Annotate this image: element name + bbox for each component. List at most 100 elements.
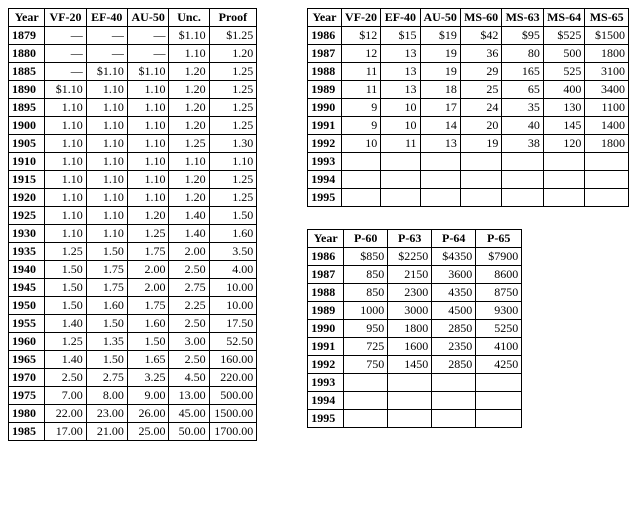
value-cell: 1.10 xyxy=(127,189,169,207)
value-cell xyxy=(341,189,381,207)
value-cell: 160.00 xyxy=(209,351,257,369)
col-vf20: VF-20 xyxy=(341,9,381,27)
col-ms63: MS-63 xyxy=(502,9,544,27)
value-cell: 1.20 xyxy=(169,117,209,135)
year-cell: 1910 xyxy=(9,153,45,171)
value-cell: 1.25 xyxy=(209,171,257,189)
value-cell: 13 xyxy=(381,63,420,81)
value-cell xyxy=(432,410,476,428)
value-cell: $12 xyxy=(341,27,381,45)
value-cell: 10 xyxy=(381,99,420,117)
value-cell xyxy=(502,189,544,207)
value-cell: — xyxy=(86,27,127,45)
value-cell xyxy=(432,392,476,410)
value-cell xyxy=(460,171,502,189)
year-cell: 1950 xyxy=(9,297,45,315)
table-spacer xyxy=(307,207,629,229)
value-cell: 2300 xyxy=(388,284,432,302)
table-row: 19919101420401451400 xyxy=(308,117,629,135)
value-cell xyxy=(585,153,629,171)
year-cell: 1885 xyxy=(9,63,45,81)
col-year: Year xyxy=(9,9,45,27)
value-cell: 1.10 xyxy=(86,207,127,225)
value-cell: 1.25 xyxy=(169,135,209,153)
value-cell: 525 xyxy=(543,63,585,81)
value-cell: $7900 xyxy=(476,248,522,266)
value-cell: 1.10 xyxy=(45,225,86,243)
right-column: Year VF-20 EF-40 AU-50 MS-60 MS-63 MS-64… xyxy=(307,8,629,428)
value-cell: 1.40 xyxy=(169,207,209,225)
value-cell: 13 xyxy=(420,135,460,153)
table-row: 1890$1.101.101.101.201.25 xyxy=(9,81,257,99)
table-row: 19051.101.101.101.251.30 xyxy=(9,135,257,153)
value-cell: 1.25 xyxy=(209,81,257,99)
year-cell: 1935 xyxy=(9,243,45,261)
table-row: 1995 xyxy=(308,410,522,428)
value-cell: 1.75 xyxy=(127,297,169,315)
value-cell: 2.25 xyxy=(169,297,209,315)
value-cell xyxy=(381,189,420,207)
value-cell: 1.50 xyxy=(86,243,127,261)
value-cell: 8750 xyxy=(476,284,522,302)
year-cell: 1879 xyxy=(9,27,45,45)
year-cell: 1975 xyxy=(9,387,45,405)
value-cell: 1.50 xyxy=(86,315,127,333)
year-cell: 1987 xyxy=(308,45,342,63)
value-cell: — xyxy=(45,27,86,45)
value-cell: 1.40 xyxy=(45,351,86,369)
value-cell xyxy=(476,392,522,410)
value-cell: 220.00 xyxy=(209,369,257,387)
table-row: 1991725160023504100 xyxy=(308,338,522,356)
value-cell: 400 xyxy=(543,81,585,99)
value-cell: 1.20 xyxy=(209,45,257,63)
value-cell: 50.00 xyxy=(169,423,209,441)
value-cell: 1.10 xyxy=(127,117,169,135)
value-cell: 2.75 xyxy=(86,369,127,387)
table-row: 19501.501.601.752.2510.00 xyxy=(9,297,257,315)
value-cell: 1.60 xyxy=(86,297,127,315)
value-cell: 1.10 xyxy=(86,81,127,99)
value-cell xyxy=(585,189,629,207)
value-cell xyxy=(381,171,420,189)
col-p60: P-60 xyxy=(344,230,388,248)
value-cell: 17.00 xyxy=(45,423,86,441)
value-cell: 500.00 xyxy=(209,387,257,405)
value-cell: 5250 xyxy=(476,320,522,338)
value-cell: 1.10 xyxy=(45,99,86,117)
value-cell: — xyxy=(45,63,86,81)
value-cell xyxy=(344,374,388,392)
value-cell: 2.00 xyxy=(127,261,169,279)
value-cell: 38 xyxy=(502,135,544,153)
value-cell: 1.75 xyxy=(86,279,127,297)
value-cell: 2150 xyxy=(388,266,432,284)
value-cell: 1400 xyxy=(585,117,629,135)
top-right-price-table: Year VF-20 EF-40 AU-50 MS-60 MS-63 MS-64… xyxy=(307,8,629,207)
value-cell: 3600 xyxy=(432,266,476,284)
value-cell: 1.10 xyxy=(127,135,169,153)
value-cell: 2.50 xyxy=(169,351,209,369)
page: Year VF-20 EF-40 AU-50 Unc. Proof 1879——… xyxy=(8,8,629,441)
col-ms65: MS-65 xyxy=(585,9,629,27)
value-cell: 3000 xyxy=(388,302,432,320)
year-cell: 1945 xyxy=(9,279,45,297)
value-cell: 8.00 xyxy=(86,387,127,405)
value-cell: 23.00 xyxy=(86,405,127,423)
value-cell: 18 xyxy=(420,81,460,99)
value-cell: 1.50 xyxy=(127,333,169,351)
year-cell: 1991 xyxy=(308,338,344,356)
value-cell: 1.20 xyxy=(169,81,209,99)
value-cell: 11 xyxy=(381,135,420,153)
table-row: 1986$12$15$19$42$95$525$1500 xyxy=(308,27,629,45)
value-cell: 3.00 xyxy=(169,333,209,351)
value-cell: 1.10 xyxy=(169,45,209,63)
value-cell: 10 xyxy=(381,117,420,135)
year-cell: 1965 xyxy=(9,351,45,369)
year-cell: 1920 xyxy=(9,189,45,207)
value-cell: 1450 xyxy=(388,356,432,374)
value-cell: 10.00 xyxy=(209,297,257,315)
value-cell: 1.10 xyxy=(45,153,86,171)
value-cell: 130 xyxy=(543,99,585,117)
table-row: 19551.401.501.602.5017.50 xyxy=(9,315,257,333)
value-cell: 1.50 xyxy=(45,261,86,279)
value-cell: 3400 xyxy=(585,81,629,99)
